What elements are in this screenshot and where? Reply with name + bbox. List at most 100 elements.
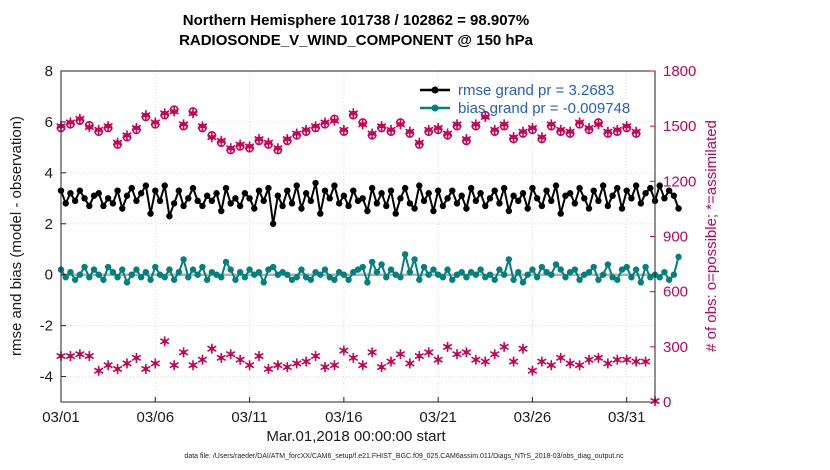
data-point xyxy=(293,182,300,189)
data-point xyxy=(359,195,366,202)
data-point xyxy=(411,205,418,212)
data-point xyxy=(104,195,112,202)
data-point xyxy=(133,266,140,273)
y-right-tick-label: 1500 xyxy=(663,118,696,135)
count-assimilated-marker-core xyxy=(171,363,177,368)
data-point xyxy=(109,268,117,276)
data-point xyxy=(71,197,79,205)
count-assimilated-marker-core xyxy=(407,129,413,134)
data-point xyxy=(628,195,635,202)
count-assimilated-marker xyxy=(178,347,189,358)
data-point xyxy=(354,266,362,273)
data-point xyxy=(236,202,244,210)
count-assimilated-marker xyxy=(433,354,443,365)
data-point xyxy=(203,192,211,199)
count-assimilated-marker xyxy=(291,128,302,139)
count-assimilated-marker xyxy=(178,119,189,130)
count-assimilated-marker xyxy=(159,336,170,347)
data-point xyxy=(609,192,616,199)
data-point xyxy=(444,266,451,273)
count-assimilated-marker xyxy=(320,117,330,128)
count-assimilated-marker-core xyxy=(322,364,328,370)
count-assimilated-marker xyxy=(329,360,340,371)
data-point xyxy=(581,271,588,278)
count-assimilated-marker xyxy=(169,106,179,117)
count-assimilated-marker-core xyxy=(219,355,224,361)
count-assimilated-marker-core xyxy=(200,123,205,129)
count-assimilated-marker-core xyxy=(275,146,281,151)
data-point xyxy=(491,187,498,194)
data-point xyxy=(302,190,310,197)
count-assimilated-marker xyxy=(452,349,462,360)
count-assimilated-marker xyxy=(593,119,604,130)
data-point xyxy=(477,190,484,197)
data-point xyxy=(274,271,282,278)
count-assimilated-marker xyxy=(207,343,217,354)
data-point xyxy=(350,268,357,276)
data-point xyxy=(562,192,569,199)
count-assimilated-marker xyxy=(584,123,594,134)
count-assimilated-marker xyxy=(480,111,491,122)
legend-entry: bias grand pr = -0.009748 xyxy=(420,100,630,117)
count-assimilated-marker xyxy=(537,356,547,367)
count-assimilated-marker xyxy=(150,358,161,369)
data-point xyxy=(331,182,338,189)
data-point xyxy=(543,268,550,276)
y-axis-right: 1800 1500 1200 900 600 300 0 xyxy=(650,63,696,411)
count-assimilated-marker xyxy=(216,135,227,146)
data-point xyxy=(199,202,206,210)
count-assimilated-marker-core xyxy=(303,359,309,364)
data-point xyxy=(317,210,324,217)
count-assimilated-marker xyxy=(612,354,623,365)
data-point xyxy=(312,268,319,276)
data-point xyxy=(104,263,112,271)
count-assimilated-marker xyxy=(518,126,528,137)
count-assimilated-marker-core xyxy=(256,353,262,359)
data-point xyxy=(510,192,517,199)
data-point xyxy=(378,190,385,197)
count-assimilated-marker xyxy=(508,356,519,367)
count-assimilated-marker xyxy=(489,124,500,135)
count-assimilated-marker xyxy=(499,341,509,352)
data-point xyxy=(628,274,635,281)
count-assimilated-marker xyxy=(131,123,142,134)
count-assimilated-marker-core xyxy=(577,120,582,125)
data-point xyxy=(269,263,277,271)
count-assimilated-marker-core xyxy=(426,127,431,133)
data-point xyxy=(444,195,451,202)
count-assimilated-marker xyxy=(471,354,481,365)
data-point xyxy=(222,258,230,266)
count-assimilated-marker-core xyxy=(520,346,526,351)
count-assimilated-marker xyxy=(65,351,76,362)
count-assimilated-marker xyxy=(612,124,623,135)
count-assimilated-marker-core xyxy=(77,116,83,122)
count-assimilated-marker xyxy=(414,351,425,362)
data-point xyxy=(401,251,409,258)
count-assimilated-marker xyxy=(207,132,217,143)
data-point xyxy=(548,271,555,278)
data-point xyxy=(670,271,678,278)
count-assimilated-marker xyxy=(640,356,651,367)
count-assimilated-marker xyxy=(565,126,575,137)
data-point xyxy=(491,276,498,283)
count-assimilated-marker-core xyxy=(530,125,535,131)
data-point xyxy=(566,268,574,276)
data-point xyxy=(76,187,84,194)
data-point xyxy=(302,274,310,281)
data-point xyxy=(203,276,211,283)
data-point xyxy=(236,268,244,276)
count-assimilated-marker xyxy=(442,341,453,352)
count-assimilated-marker xyxy=(112,363,123,374)
data-point xyxy=(463,274,470,281)
data-point xyxy=(119,266,126,273)
count-assimilated-marker xyxy=(169,360,179,371)
count-assimilated-marker xyxy=(442,128,453,139)
count-assimilated-marker xyxy=(254,134,264,145)
data-point xyxy=(265,184,272,192)
y-axis-label-right: # of obs: o=possible; *=assimilated xyxy=(703,120,720,352)
count-assimilated-marker xyxy=(621,121,632,132)
data-point xyxy=(147,276,154,283)
data-point xyxy=(241,274,249,281)
count-assimilated-marker-core xyxy=(464,136,469,142)
x-axis-label: Mar.01,2018 00:00:00 start xyxy=(266,428,446,445)
